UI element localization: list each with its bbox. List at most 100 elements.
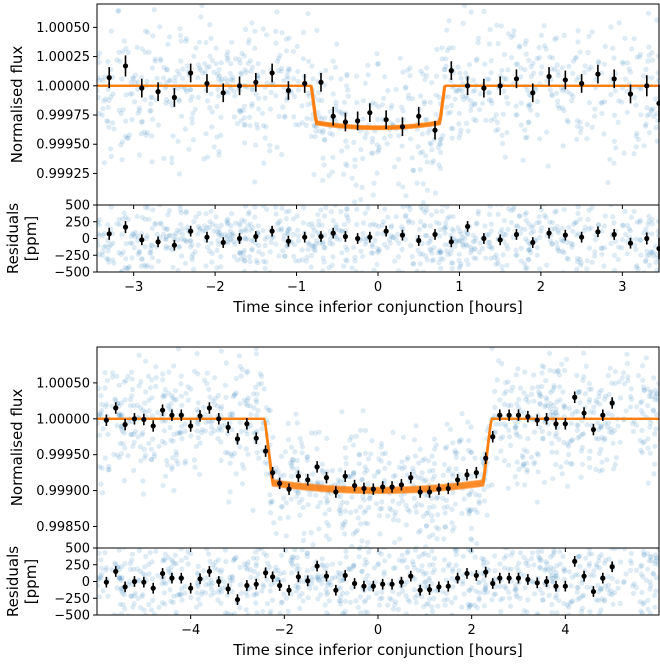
- raw-point: [485, 90, 491, 96]
- binned-residual-point: [417, 587, 423, 593]
- raw-residual-point: [291, 231, 297, 237]
- raw-point: [359, 538, 365, 544]
- raw-residual-point: [536, 554, 542, 560]
- raw-point: [183, 36, 189, 42]
- raw-point: [654, 17, 659, 23]
- raw-point: [176, 71, 182, 77]
- raw-point: [250, 507, 256, 513]
- raw-point: [333, 119, 339, 125]
- raw-point: [495, 41, 501, 47]
- raw-point: [160, 75, 166, 81]
- raw-residual-point: [242, 258, 248, 264]
- raw-point: [341, 99, 347, 105]
- raw-point: [229, 427, 235, 433]
- raw-residual-point: [577, 595, 583, 601]
- raw-residual-point: [291, 253, 297, 259]
- raw-point: [279, 30, 285, 36]
- raw-residual-point: [436, 221, 442, 227]
- raw-point: [288, 496, 294, 502]
- residual-y-axis-label: Residuals: [4, 203, 22, 274]
- raw-point: [316, 484, 322, 490]
- raw-residual-point: [186, 272, 191, 277]
- raw-residual-point: [435, 603, 441, 609]
- raw-residual-point: [171, 646, 176, 651]
- raw-residual-point: [554, 575, 560, 581]
- binned-residual-point: [483, 569, 489, 575]
- raw-point: [349, 175, 355, 181]
- raw-residual-point: [245, 211, 252, 217]
- raw-point: [625, 374, 631, 380]
- raw-point: [166, 78, 172, 84]
- raw-point: [435, 494, 441, 500]
- raw-point: [178, 381, 184, 387]
- raw-residual-point: [410, 561, 416, 568]
- raw-point: [593, 397, 599, 404]
- raw-point: [596, 390, 602, 396]
- raw-point: [325, 490, 331, 496]
- binned-point: [399, 124, 406, 130]
- raw-residual-point: [310, 243, 316, 250]
- raw-point: [136, 415, 142, 421]
- raw-residual-point: [649, 216, 655, 223]
- raw-point: [544, 129, 550, 135]
- raw-residual-point: [209, 221, 216, 227]
- raw-point: [569, 98, 575, 104]
- raw-point: [653, 387, 659, 393]
- raw-point: [178, 393, 184, 399]
- x-tick-label: −4: [181, 623, 200, 638]
- raw-residual-point: [188, 551, 194, 557]
- raw-point: [214, 103, 220, 110]
- raw-point: [231, 114, 237, 120]
- raw-residual-point: [441, 597, 447, 603]
- raw-residual-point: [325, 580, 331, 586]
- raw-points-residuals: [97, 521, 659, 651]
- raw-residual-point: [139, 593, 145, 600]
- x-tick-label: −2: [275, 623, 294, 638]
- raw-residual-point: [518, 258, 524, 264]
- raw-point: [483, 464, 489, 470]
- raw-residual-point: [265, 560, 271, 567]
- raw-residual-point: [118, 588, 124, 594]
- raw-residual-point: [286, 521, 291, 526]
- raw-residual-point: [370, 221, 376, 227]
- raw-residual-point: [570, 621, 575, 626]
- raw-residual-point: [157, 220, 164, 226]
- raw-residual-point: [262, 236, 268, 242]
- raw-residual-point: [523, 210, 529, 216]
- raw-point: [430, 467, 436, 473]
- raw-residual-point: [549, 226, 555, 232]
- raw-point: [267, 442, 273, 448]
- raw-point: [299, 120, 305, 126]
- raw-point: [215, 436, 221, 442]
- raw-point: [574, 422, 580, 428]
- raw-point: [382, 450, 388, 456]
- raw-residual-point: [434, 588, 440, 594]
- raw-residual-point: [273, 564, 279, 570]
- raw-residual-point: [534, 244, 541, 251]
- raw-point: [602, 43, 608, 50]
- raw-point: [573, 54, 580, 60]
- raw-point: [139, 74, 145, 80]
- raw-residual-point: [558, 236, 564, 243]
- raw-point: [443, 56, 449, 62]
- raw-residual-point: [547, 219, 553, 225]
- raw-point: [354, 527, 360, 533]
- raw-point: [225, 49, 231, 55]
- raw-residual-point: [195, 563, 201, 570]
- raw-point: [245, 395, 251, 401]
- raw-point: [253, 399, 259, 405]
- raw-point: [344, 73, 350, 79]
- raw-residual-point: [311, 227, 318, 234]
- raw-residual-point: [539, 548, 545, 554]
- raw-residual-point: [561, 568, 567, 574]
- raw-point: [169, 160, 175, 166]
- binned-point: [490, 434, 496, 440]
- raw-residual-point: [480, 245, 486, 252]
- raw-point: [555, 69, 561, 75]
- raw-residual-point: [163, 581, 169, 587]
- raw-residual-point: [245, 535, 250, 540]
- raw-point: [435, 145, 441, 151]
- binned-residual-point: [295, 574, 301, 580]
- raw-point: [627, 393, 634, 400]
- raw-point: [225, 450, 231, 456]
